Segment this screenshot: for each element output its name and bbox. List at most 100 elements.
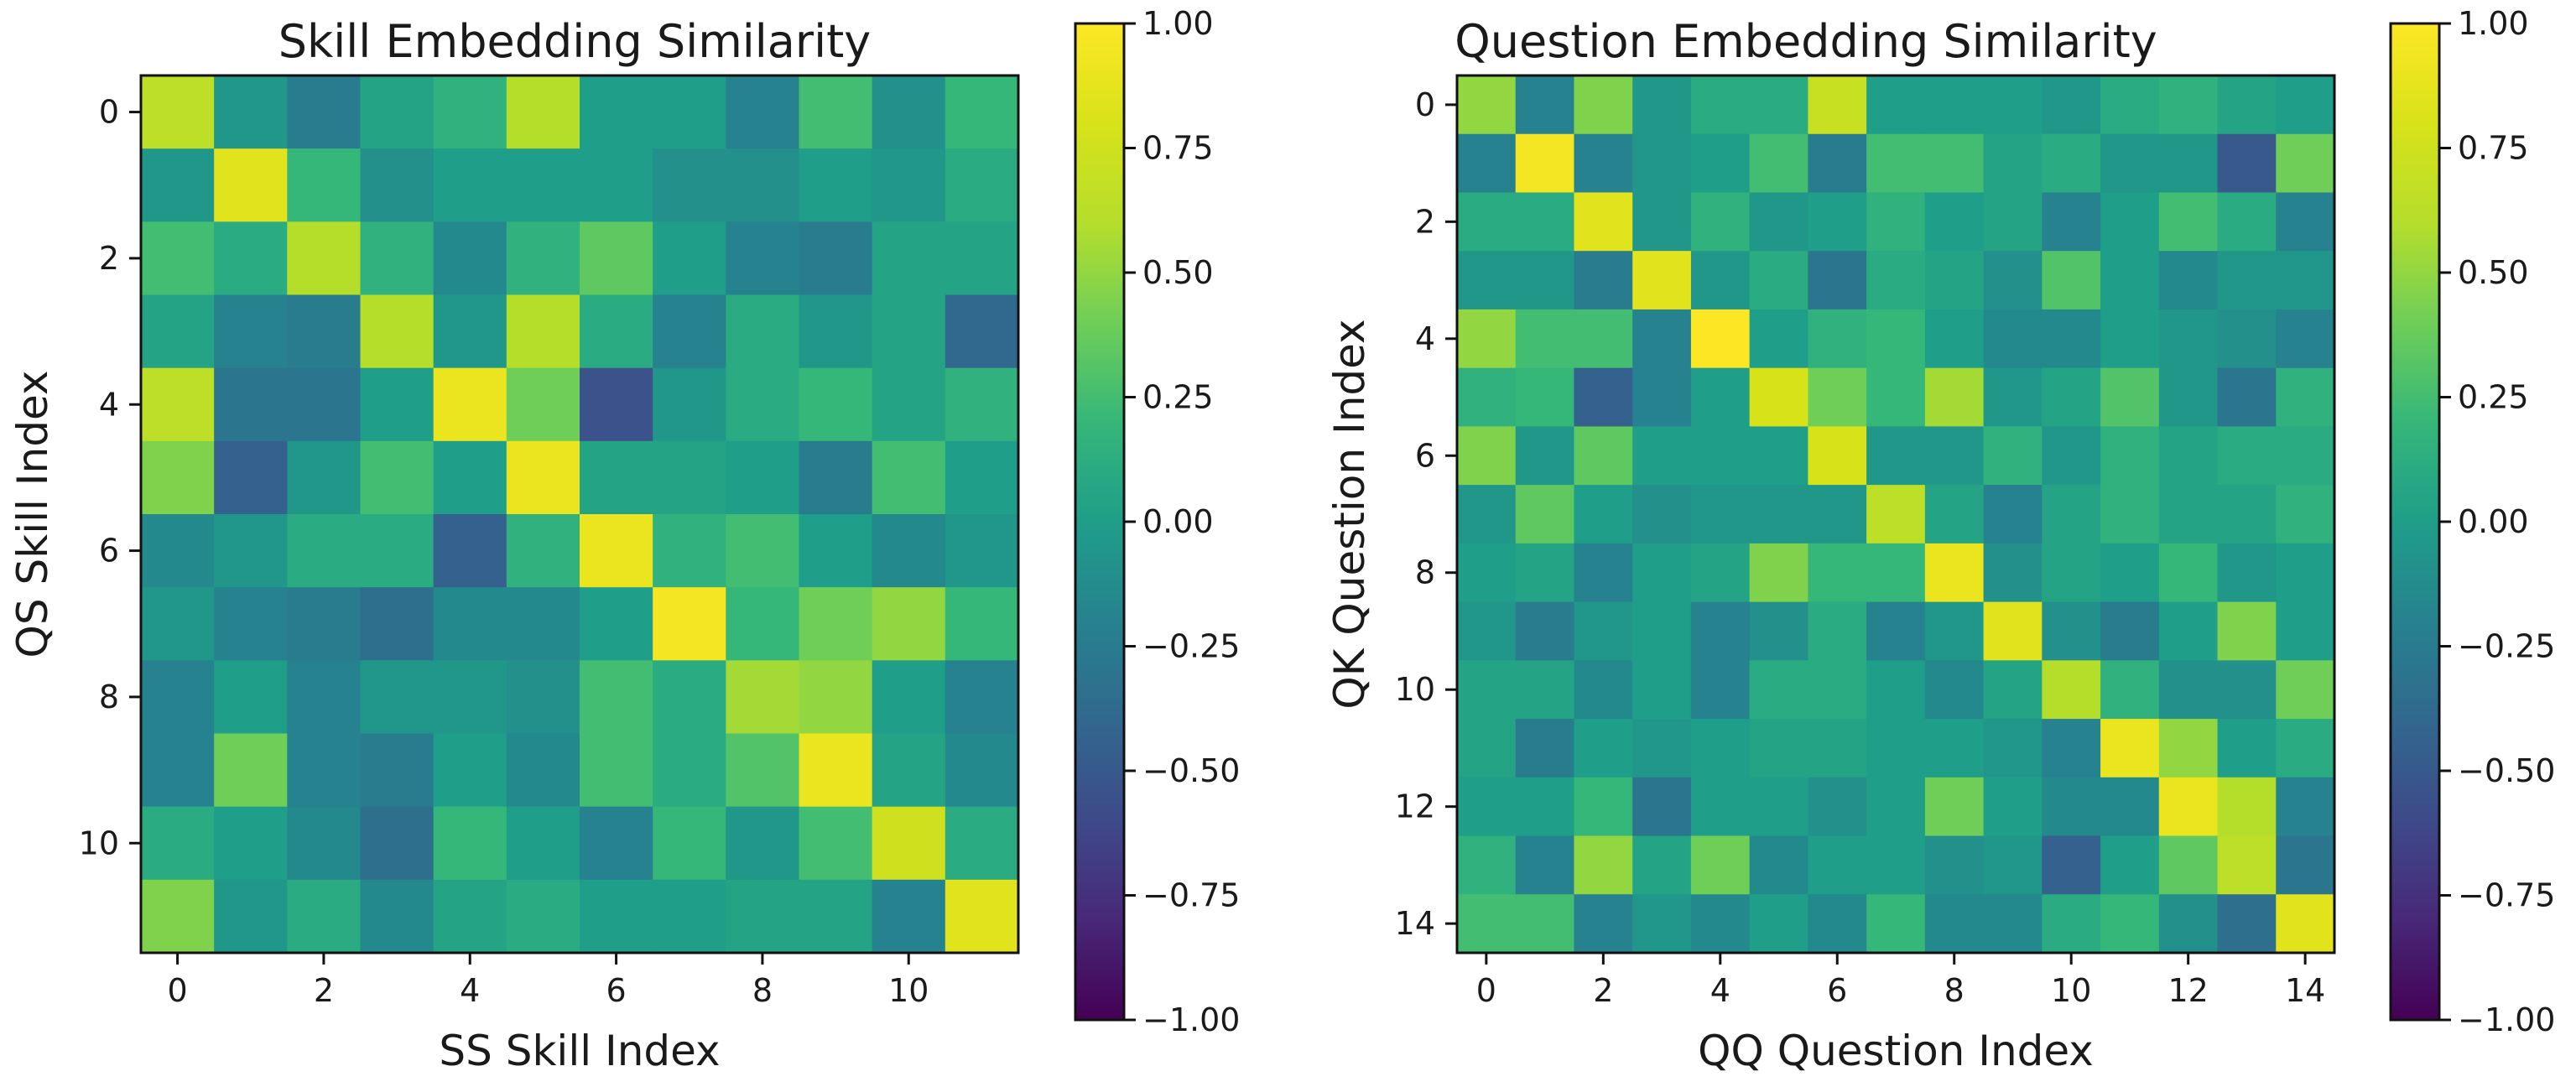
- question-cell-r2-c12: [2158, 192, 2219, 252]
- skill-cell-r5-c3: [360, 440, 435, 515]
- skill-x-tick-label: 0: [167, 972, 187, 1009]
- skill-cell-r1-c10: [872, 148, 946, 222]
- skill-cell-r5-c9: [799, 440, 873, 515]
- skill-x-tick-label: 10: [888, 972, 929, 1009]
- skill-cell-r7-c7: [653, 587, 726, 661]
- question-cell-r8-c0: [1457, 543, 1517, 603]
- skill-heatmap-y-ticks: 0 2 4 6 8 10: [79, 94, 141, 861]
- question-cell-r6-c9: [1983, 426, 2043, 486]
- skill-cell-r1-c9: [799, 148, 873, 222]
- skill-cell-r1-c7: [653, 148, 726, 222]
- skill-cell-r6-c7: [653, 514, 726, 588]
- question-cell-r4-c3: [1632, 309, 1692, 369]
- skill-cell-r6-c8: [726, 514, 800, 588]
- question-heatmap-title: Question Embedding Similarity: [1455, 15, 2157, 68]
- skill-y-tick-label: 6: [99, 533, 119, 570]
- skill-cell-r8-c9: [799, 660, 873, 735]
- question-cell-r4-c6: [1808, 309, 1867, 369]
- question-cell-r4-c12: [2158, 309, 2219, 369]
- question-colorbar-tick-label: −0.25: [2458, 628, 2555, 665]
- skill-cell-r8-c10: [872, 660, 946, 735]
- question-cell-r10-c2: [1574, 660, 1633, 720]
- skill-x-tick-label: 4: [460, 972, 480, 1009]
- question-heatmap-x-ticks: 0 2 4 6 8 10 12 14: [1476, 953, 2325, 1009]
- question-x-tick-label: 14: [2285, 972, 2325, 1009]
- skill-cell-r3-c9: [799, 294, 873, 369]
- question-cell-r10-c6: [1808, 660, 1867, 720]
- question-cell-r13-c3: [1632, 835, 1692, 895]
- question-cell-r10-c10: [2042, 660, 2101, 720]
- skill-cell-r8-c5: [506, 660, 580, 735]
- skill-cell-r9-c6: [580, 733, 653, 808]
- skill-cell-r0-c0: [141, 75, 215, 149]
- skill-cell-r1-c4: [433, 148, 507, 222]
- question-cell-r3-c10: [2042, 251, 2101, 310]
- skill-cell-r7-c5: [506, 587, 580, 661]
- skill-cell-r9-c10: [872, 733, 946, 808]
- skill-cell-r8-c7: [653, 660, 726, 735]
- question-cell-r5-c7: [1866, 367, 1926, 427]
- question-cell-r8-c6: [1808, 543, 1867, 603]
- question-cell-r4-c8: [1924, 309, 1985, 369]
- skill-cell-r0-c4: [433, 75, 507, 149]
- question-cell-r12-c6: [1808, 777, 1867, 837]
- skill-colorbar-tick-label: 0.25: [1142, 379, 1214, 416]
- skill-cell-r9-c2: [287, 733, 362, 808]
- question-cell-r3-c5: [1749, 251, 1808, 310]
- question-cell-r2-c4: [1690, 192, 1751, 252]
- skill-colorbar-tick-label: −1.00: [1142, 1001, 1240, 1038]
- question-cell-r6-c0: [1457, 426, 1517, 486]
- skill-cell-r5-c6: [580, 440, 653, 515]
- skill-y-tick-label: 10: [79, 824, 119, 861]
- skill-cell-r10-c2: [287, 806, 362, 881]
- question-cell-r13-c5: [1749, 835, 1808, 895]
- question-cell-r9-c1: [1515, 601, 1575, 661]
- question-cell-r9-c14: [2276, 601, 2335, 661]
- skill-colorbar-tick-label: 0.75: [1142, 130, 1214, 167]
- skill-cell-r6-c6: [580, 514, 653, 588]
- question-cell-r1-c10: [2042, 133, 2101, 194]
- skill-cell-r4-c8: [726, 367, 800, 442]
- skill-cell-r4-c7: [653, 367, 726, 442]
- question-cell-r0-c11: [2100, 75, 2160, 135]
- question-cell-r5-c2: [1574, 367, 1633, 427]
- question-colorbar-tick-label: 0.50: [2458, 254, 2529, 291]
- question-cell-r0-c9: [1983, 75, 2043, 135]
- question-colorbar-tick-label: 0.00: [2458, 503, 2529, 540]
- question-cell-r2-c1: [1515, 192, 1575, 252]
- question-cell-r14-c7: [1866, 894, 1926, 954]
- skill-cell-r9-c0: [141, 733, 215, 808]
- skill-cell-r5-c10: [872, 440, 946, 515]
- question-cell-r14-c9: [1983, 894, 2043, 954]
- skill-colorbar-tick-label: −0.75: [1142, 877, 1240, 914]
- skill-cell-r9-c4: [433, 733, 507, 808]
- skill-colorbar-tick-label: −0.50: [1142, 752, 1240, 789]
- skill-cell-r8-c8: [726, 660, 800, 735]
- question-cell-r11-c11: [2100, 719, 2160, 778]
- question-cell-r0-c3: [1632, 75, 1692, 135]
- skill-cell-r6-c10: [872, 514, 946, 588]
- question-cell-r14-c10: [2042, 894, 2101, 954]
- question-cell-r6-c1: [1515, 426, 1575, 486]
- question-cell-r1-c2: [1574, 133, 1633, 194]
- question-cell-r3-c6: [1808, 251, 1867, 310]
- skill-cell-r2-c1: [214, 221, 288, 296]
- question-cell-r5-c4: [1690, 367, 1751, 427]
- question-cell-r2-c5: [1749, 192, 1808, 252]
- question-cell-r11-c4: [1690, 719, 1751, 778]
- question-cell-r11-c7: [1866, 719, 1926, 778]
- question-cell-r6-c11: [2100, 426, 2160, 486]
- skill-y-tick-label: 8: [99, 679, 119, 715]
- skill-cell-r3-c2: [287, 294, 362, 369]
- skill-heatmap-panel: Skill Embedding Similarity 0 2 4 6 8 10 0 2 4 6 8…: [8, 5, 1240, 1075]
- question-cell-r1-c4: [1690, 133, 1751, 194]
- skill-cell-r11-c0: [141, 879, 215, 954]
- question-cell-r10-c9: [1983, 660, 2043, 720]
- skill-cell-r0-c11: [945, 75, 1019, 149]
- skill-cell-r11-c1: [214, 879, 288, 954]
- question-cell-r12-c2: [1574, 777, 1633, 837]
- question-cell-r3-c3: [1632, 251, 1692, 310]
- skill-cell-r6-c2: [287, 514, 362, 588]
- skill-cell-r8-c4: [433, 660, 507, 735]
